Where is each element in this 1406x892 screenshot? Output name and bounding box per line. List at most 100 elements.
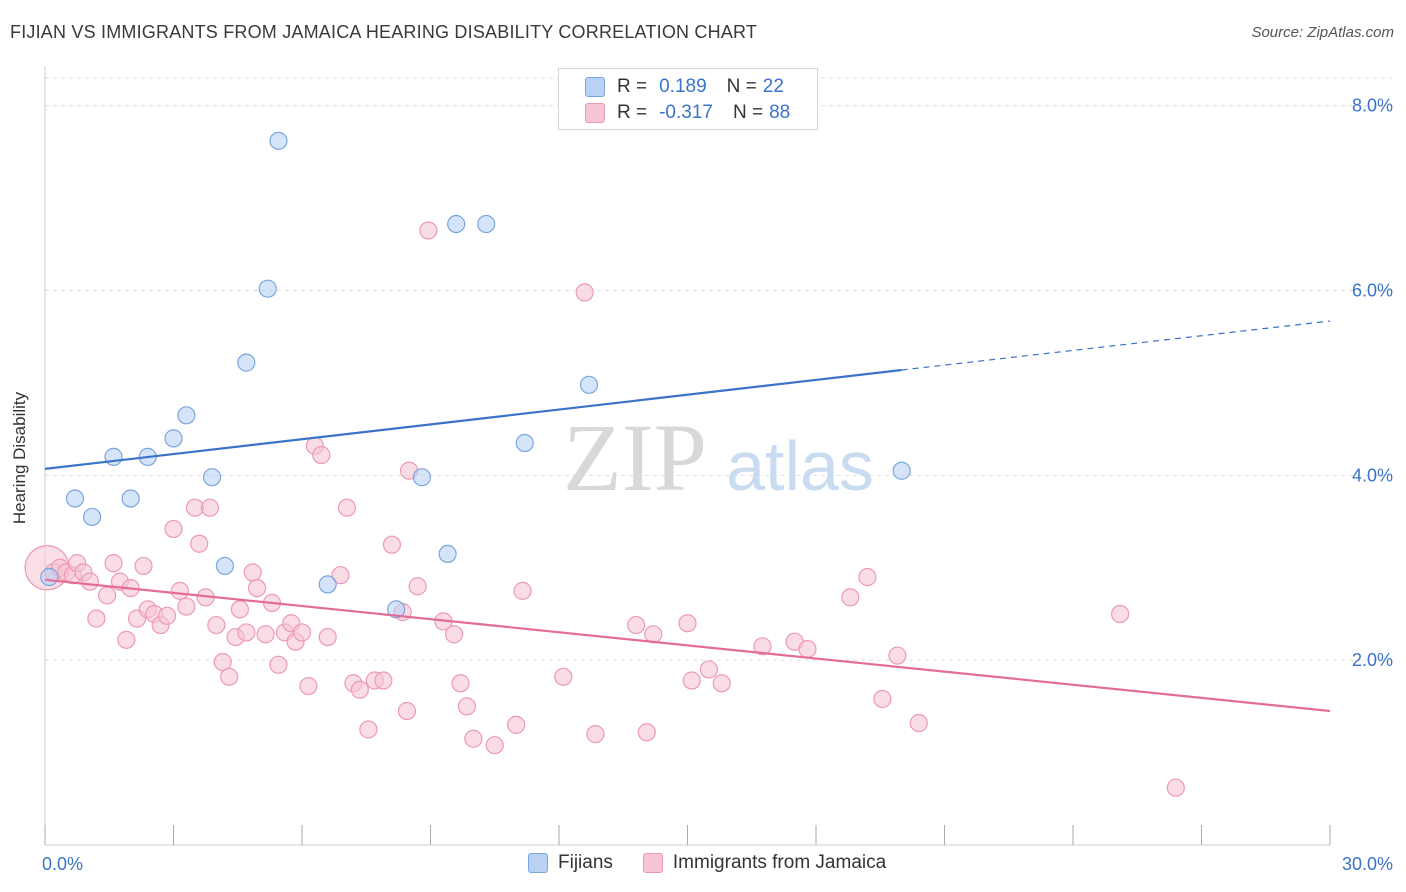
jamaica-point [256, 625, 275, 644]
jamaica-point [237, 623, 256, 642]
jamaica-point [419, 221, 438, 240]
jamaica-point [243, 563, 262, 582]
jamaica-point [712, 674, 731, 693]
fijian-point [104, 447, 123, 466]
jamaica-point [678, 614, 697, 633]
x-tick-label: 30.0% [1342, 854, 1393, 874]
fijian-point [447, 214, 466, 234]
jamaica-point [207, 615, 226, 635]
jamaica-point [682, 671, 701, 690]
jamaica-point [134, 556, 153, 576]
jamaica-point [350, 680, 369, 699]
jamaica-point [397, 701, 417, 721]
jamaica-point [117, 630, 136, 649]
legend-r-label: R = [617, 76, 648, 97]
jamaica-point [575, 283, 594, 302]
jamaica-point [374, 671, 393, 690]
y-tick-label: 6.0% [1352, 281, 1393, 301]
jamaica-point [507, 715, 526, 734]
jamaica-point [873, 689, 892, 709]
legend-label-jamaica: Immigrants from Jamaica [672, 852, 887, 873]
chart-source: Source: ZipAtlas.com [1251, 24, 1394, 41]
jamaica-point [382, 535, 402, 554]
jamaica-point [177, 597, 196, 616]
correlation-legend: R = 0.189 N = 22 R = -0.317 N = 88 [558, 68, 818, 130]
jamaica-point [331, 566, 350, 585]
jamaica-point [637, 723, 656, 742]
jamaica-point [220, 667, 239, 686]
legend-item-fijians[interactable]: Fijians [528, 852, 613, 874]
legend-n-value: 22 [762, 76, 784, 97]
fijian-point [269, 131, 288, 150]
legend-r-value: 0.189 [659, 76, 707, 97]
jamaica-point [230, 600, 249, 619]
trend-lines [44, 320, 1331, 713]
fijian-point [477, 214, 496, 234]
jamaica-point [451, 674, 470, 693]
watermark-zip: ZIP [563, 404, 707, 511]
y-tick-label: 4.0% [1352, 465, 1393, 485]
tick-labels: 2.0% 4.0% 6.0% 8.0% 0.0% 30.0% [42, 96, 1393, 874]
watermark: ZIP atlas [563, 404, 874, 511]
chart-title: FIJIAN VS IMMIGRANTS FROM JAMAICA HEARIN… [10, 22, 758, 42]
jamaica-point [318, 627, 337, 647]
legend-label-fijians: Fijians [558, 852, 613, 873]
jamaica-point [170, 581, 190, 600]
jamaica-point [359, 720, 378, 739]
fijian-point [65, 489, 85, 508]
legend-row-jamaica: R = -0.317 N = 88 [585, 101, 790, 125]
x-tick-label: 0.0% [42, 854, 83, 874]
fijian-point [121, 489, 140, 508]
jamaica-point [457, 697, 477, 716]
jamaica-point [292, 623, 312, 642]
fijian-point [892, 461, 911, 480]
legend-n-label: N = [726, 76, 757, 97]
jamaica-point [586, 725, 605, 744]
jamaica-point [157, 606, 177, 625]
jamaica-point [798, 639, 817, 659]
jamaica-point [1111, 604, 1130, 624]
jamaica-point [513, 581, 532, 600]
fijian-point [215, 556, 234, 576]
jamaica-point [858, 567, 877, 587]
legend-r-label: R = [617, 102, 648, 123]
legend-swatch-jamaica [642, 853, 663, 873]
fijian-point [202, 468, 222, 487]
jamaica-point [554, 667, 573, 686]
jamaica-point [408, 577, 427, 596]
jamaica-point [200, 498, 220, 517]
jamaica-point [98, 586, 117, 605]
jamaica-point [1166, 778, 1185, 797]
fijian-point [579, 375, 599, 394]
legend-swatch-fijians [528, 853, 548, 873]
jamaica-point [753, 637, 772, 656]
jamaica-point [626, 615, 646, 635]
jamaica-point [247, 579, 267, 598]
series-legend: Fijians Immigrants from Jamaica [528, 852, 916, 874]
jamaica-point [888, 646, 907, 665]
series-fijians-points [40, 131, 911, 619]
jamaica-point [190, 534, 209, 553]
jamaica-point [699, 660, 719, 679]
jamaica-point [485, 736, 504, 755]
jamaica-point [464, 729, 483, 748]
watermark-atlas: atlas [726, 427, 874, 505]
fijian-point [83, 507, 102, 527]
legend-item-jamaica[interactable]: Immigrants from Jamaica [642, 852, 887, 874]
jamaica-point [80, 572, 100, 591]
fijian-point [258, 279, 277, 298]
jamaica-trend-line [44, 578, 1331, 713]
fijian-point [237, 353, 256, 372]
legend-row-fijians: R = 0.189 N = 22 [585, 75, 784, 99]
jamaica-point [164, 519, 183, 539]
fijian-point [412, 468, 432, 487]
jamaica-point [299, 676, 318, 696]
fijian-point [40, 567, 59, 587]
fijian-point [387, 600, 406, 619]
jamaica-point [444, 625, 464, 644]
legend-n-label: N = [732, 102, 764, 123]
jamaica-point [841, 588, 860, 607]
fijian-point [177, 406, 196, 425]
axes [44, 66, 1331, 846]
jamaica-point [337, 498, 357, 517]
